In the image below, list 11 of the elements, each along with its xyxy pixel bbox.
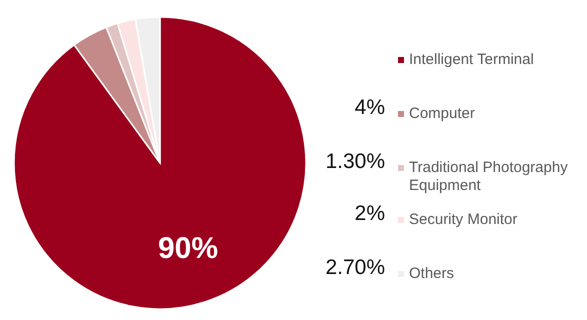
- legend-label: Computer: [409, 105, 475, 122]
- data-label: 1.30%: [325, 150, 385, 173]
- pie-slice: [13, 16, 307, 310]
- data-label: 2.70%: [325, 256, 385, 279]
- legend-label: Others: [409, 265, 454, 282]
- data-label: 4%: [354, 96, 385, 119]
- legend-label: Security Monitor: [409, 211, 518, 228]
- legend-label: Intelligent Terminal: [409, 51, 534, 68]
- legend-label: Traditional Photography Equipment: [409, 159, 568, 194]
- data-label: 90%: [158, 232, 218, 266]
- data-label: 2%: [354, 202, 385, 225]
